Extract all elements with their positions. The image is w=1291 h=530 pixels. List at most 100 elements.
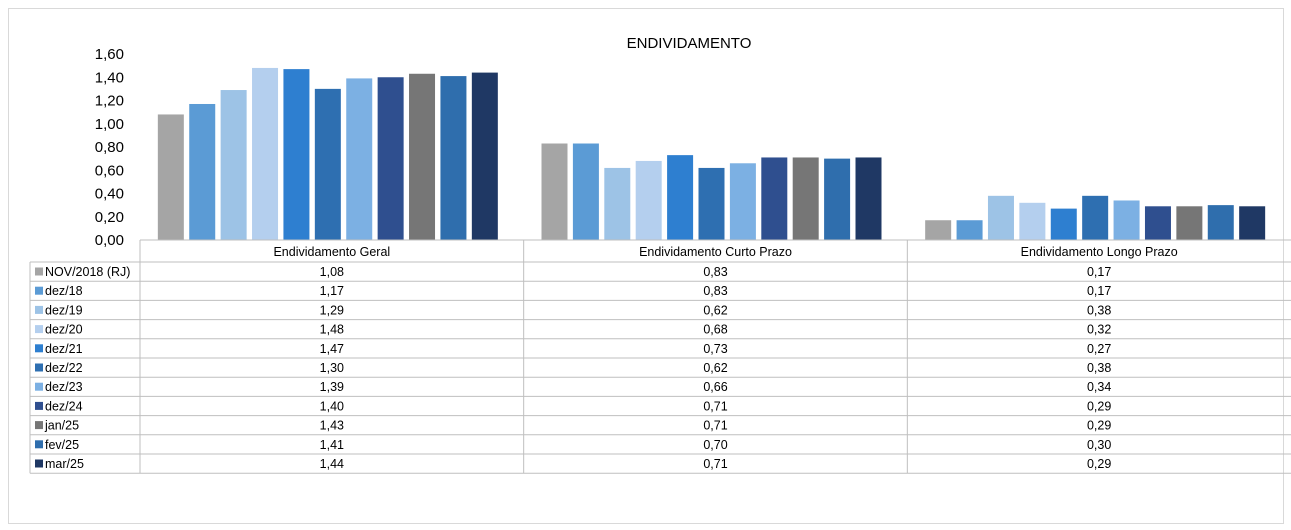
data-label: 1,44 (320, 457, 344, 471)
legend-swatch (35, 286, 43, 295)
bar (471, 72, 498, 240)
data-label: 0,34 (1087, 380, 1111, 394)
series-label: jan/25 (44, 419, 79, 433)
legend-swatch (35, 363, 43, 372)
data-label: 0,66 (703, 380, 727, 394)
bar (1176, 206, 1203, 240)
bar (283, 69, 310, 240)
data-label: 1,47 (320, 342, 344, 356)
data-label: 1,48 (320, 323, 344, 337)
y-tick-label: 1,60 (95, 46, 124, 63)
bar (409, 73, 436, 240)
bar (1019, 202, 1046, 240)
series-label: dez/24 (45, 399, 83, 413)
series-label: dez/18 (45, 284, 83, 298)
data-label: 0,62 (703, 361, 727, 375)
bar (698, 167, 725, 240)
data-label: 1,08 (320, 265, 344, 279)
bar (956, 220, 983, 240)
series-label: NOV/2018 (RJ) (45, 265, 130, 279)
bar (1207, 205, 1234, 240)
data-table: Endividamento Geral Endividamento Curto P… (29, 239, 1291, 474)
data-label: 0,83 (703, 284, 727, 298)
legend-swatch (35, 344, 43, 353)
category-label: Endividamento Geral (273, 245, 390, 259)
data-label: 0,38 (1087, 303, 1111, 317)
bar (987, 195, 1014, 240)
bar (925, 220, 952, 240)
legend-swatch (35, 325, 43, 334)
y-tick-label: 1,20 (95, 93, 124, 110)
y-tick-label: 1,00 (95, 116, 124, 133)
bar (572, 143, 599, 240)
data-label: 1,39 (320, 380, 344, 394)
bar (157, 114, 184, 240)
series-label: dez/19 (45, 303, 83, 317)
bar (440, 76, 467, 241)
data-label: 0,62 (703, 303, 727, 317)
bar (1082, 195, 1109, 240)
bar (667, 155, 694, 240)
data-label: 1,17 (320, 284, 344, 298)
legend-swatch (35, 421, 43, 430)
data-label: 0,70 (703, 438, 727, 452)
bar (377, 77, 404, 240)
y-tick-label: 0,80 (95, 139, 124, 156)
series-label: dez/20 (45, 323, 83, 337)
bar (792, 157, 819, 240)
bars (157, 67, 1266, 241)
y-tick-label: 0,20 (95, 209, 124, 226)
bar (824, 158, 851, 240)
data-label: 0,71 (703, 399, 727, 413)
data-label: 0,83 (703, 265, 727, 279)
data-label: 1,30 (320, 361, 344, 375)
data-label: 0,68 (703, 323, 727, 337)
bar (1050, 208, 1077, 240)
bar (314, 88, 341, 240)
data-label: 0,32 (1087, 323, 1111, 337)
bar (729, 163, 756, 240)
bar (1239, 206, 1266, 240)
data-label: 0,30 (1087, 438, 1111, 452)
bar (761, 157, 788, 240)
bar (1113, 200, 1140, 240)
y-tick-label: 1,40 (95, 69, 124, 86)
data-label: 0,17 (1087, 284, 1111, 298)
bar (1144, 206, 1171, 240)
y-tick-label: 0,00 (95, 232, 124, 249)
data-label: 1,40 (320, 399, 344, 413)
bar (541, 143, 568, 240)
legend-swatch (35, 382, 43, 391)
series-label: dez/23 (45, 380, 83, 394)
series-label: dez/21 (45, 342, 83, 356)
chart-frame (8, 8, 1284, 524)
legend-swatch (35, 459, 43, 468)
y-axis: 0,00 0,20 0,40 0,60 0,80 1,00 1,20 1,40 1,60 (95, 46, 124, 249)
data-label: 0,17 (1087, 265, 1111, 279)
bar (252, 67, 279, 240)
bar (220, 90, 247, 240)
category-label: Endividamento Curto Prazo (639, 245, 792, 259)
bar (604, 167, 631, 240)
bar (346, 78, 373, 240)
y-tick-label: 0,60 (95, 162, 124, 179)
data-label: 1,29 (320, 303, 344, 317)
series-label: mar/25 (45, 457, 84, 471)
chart-title: ENDIVIDAMENTO (627, 35, 752, 52)
data-label: 0,38 (1087, 361, 1111, 375)
category-label: Endividamento Longo Prazo (1021, 245, 1178, 259)
data-label: 0,29 (1087, 457, 1111, 471)
data-label: 0,73 (703, 342, 727, 356)
bar (635, 160, 662, 240)
data-label: 1,41 (320, 438, 344, 452)
legend-swatch (35, 267, 43, 276)
data-label: 0,71 (703, 419, 727, 433)
legend-swatch (35, 305, 43, 314)
y-tick-label: 0,40 (95, 186, 124, 203)
legend-swatch (35, 401, 43, 410)
data-label: 0,29 (1087, 399, 1111, 413)
data-label: 0,29 (1087, 419, 1111, 433)
series-label: fev/25 (45, 438, 79, 452)
series-label: dez/22 (45, 361, 83, 375)
